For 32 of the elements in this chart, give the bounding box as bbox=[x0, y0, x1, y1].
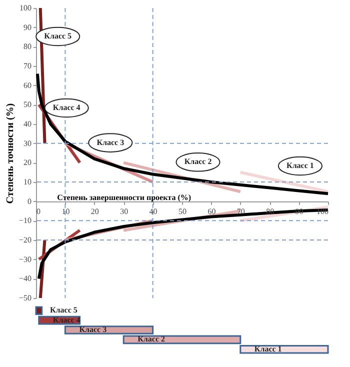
annotation: Класс 5 bbox=[44, 31, 72, 40]
line-series bbox=[37, 208, 330, 280]
y-tick-label: 30 bbox=[24, 138, 32, 148]
y-tick-label: 70 bbox=[24, 62, 32, 70]
y-tick-label: 40 bbox=[24, 120, 32, 128]
x-tick-label: 50 bbox=[178, 206, 186, 216]
y-tick-label: 0 bbox=[28, 196, 32, 206]
x-tick-label: 100 bbox=[316, 206, 328, 216]
y-tick-label: 10 bbox=[24, 178, 32, 186]
x-tick-label: 70 bbox=[236, 206, 245, 216]
annotation: Класс 3 bbox=[96, 138, 124, 147]
y-tick-label: 100 bbox=[20, 4, 32, 12]
y-tick-label: −20 bbox=[18, 236, 32, 244]
y-tick-label: 90 bbox=[24, 22, 32, 32]
y-tick-label: −30 bbox=[18, 254, 32, 264]
x-tick-label: 0 bbox=[36, 206, 40, 216]
y-tick-label: 50 bbox=[24, 100, 32, 110]
y-tick-label: 80 bbox=[24, 42, 32, 52]
x-tick-label: 30 bbox=[120, 206, 128, 216]
x-tick-label: 60 bbox=[208, 206, 216, 216]
x-tick-label: 40 bbox=[149, 206, 158, 216]
y-axis-title: Степень точности (%) bbox=[4, 103, 16, 204]
x-tick-label: 20 bbox=[90, 206, 99, 216]
y-tick-label: 20 bbox=[24, 158, 32, 168]
y-tick-label: −10 bbox=[18, 216, 32, 226]
x-axis-title: Степень завершенности проекта (%) bbox=[57, 192, 192, 202]
y-tick-label: −40 bbox=[18, 274, 32, 284]
y-tick-label: 60 bbox=[24, 80, 32, 90]
line-series bbox=[36, 72, 330, 196]
annotation: Класс 2 bbox=[184, 157, 212, 166]
annotation: Класс 1 bbox=[286, 161, 314, 170]
y-tick-label: −50 bbox=[18, 294, 32, 302]
